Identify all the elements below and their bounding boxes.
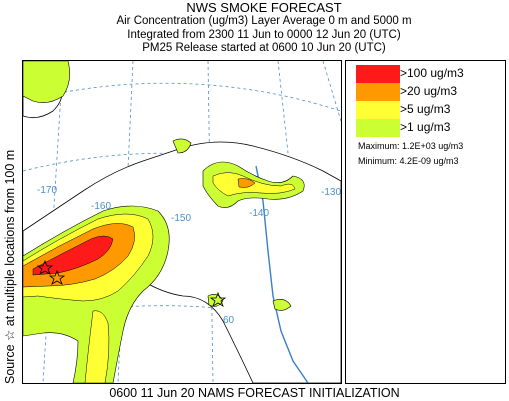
legend-swatch-red — [356, 65, 400, 83]
header: NWS SMOKE FORECAST Air Concentration (ug… — [24, 0, 504, 56]
smoke-map: -170 -160 -150 -140 -130 60 — [22, 60, 342, 384]
legend-swatch-green — [356, 119, 400, 137]
legend-label: >1 ug/m3 — [400, 120, 451, 134]
legend-label: >20 ug/m3 — [400, 84, 458, 98]
legend-item: >5 ug/m3 — [356, 101, 501, 119]
smoke-red — [32, 235, 114, 276]
lon-label-170: -170 — [37, 185, 57, 196]
lon-label-140: -140 — [249, 208, 269, 219]
lon-label-150: -150 — [171, 213, 191, 224]
integration-period: Integrated from 2300 11 Jun to 0000 12 J… — [127, 28, 401, 41]
maximum-value: Maximum: 1.2E+03 ug/m3 — [358, 141, 464, 151]
legend-swatch-orange — [356, 83, 400, 101]
lon-label-130: -130 — [321, 187, 341, 198]
minimum-value: Minimum: 4.2E-09 ug/m3 — [358, 156, 459, 166]
forecast-title: NWS SMOKE FORECAST — [186, 0, 342, 15]
legend-label: >5 ug/m3 — [400, 102, 451, 116]
lat-label-60: 60 — [223, 315, 235, 326]
legend-swatch-yellow — [356, 101, 400, 119]
legend-item: >100 ug/m3 — [356, 65, 501, 83]
legend-item: >1 ug/m3 — [356, 119, 501, 137]
release-start: PM25 Release started at 0600 10 Jun 20 (… — [142, 42, 386, 54]
source-label-container: Source ☆ at multiple locations from 100 … — [2, 62, 20, 384]
international-border — [255, 165, 309, 383]
lon-label-160: -160 — [91, 201, 111, 212]
concentration-description: Air Concentration (ug/m3) Layer Average … — [116, 15, 412, 27]
source-label: Source ☆ at multiple locations from 100 … — [3, 149, 17, 384]
legend-item: >20 ug/m3 — [356, 83, 501, 101]
legend-label: >100 ug/m3 — [400, 66, 464, 80]
legend: >100 ug/m3 >20 ug/m3 >5 ug/m3 >1 ug/m3 M… — [345, 60, 506, 384]
footer-initialization: 0600 11 Jun 20 NAMS FORECAST INITIALIZAT… — [109, 386, 400, 400]
map-canvas: -170 -160 -150 -140 -130 60 — [23, 61, 341, 383]
source-markers — [36, 259, 227, 307]
